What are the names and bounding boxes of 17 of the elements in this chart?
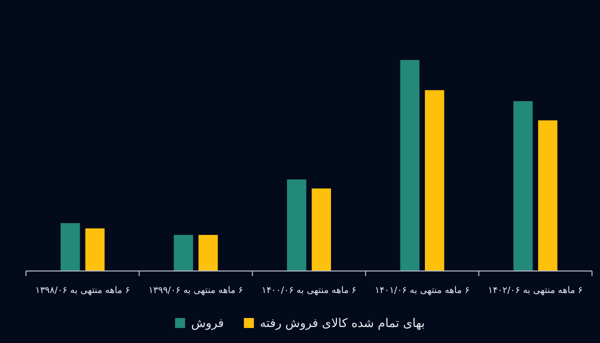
x-tick-label: ۶ ماهه منتهی به ۱۴۰۱/۰۶ bbox=[374, 286, 470, 296]
bar bbox=[513, 101, 533, 271]
bar bbox=[538, 120, 558, 271]
bar bbox=[198, 234, 218, 271]
bar bbox=[424, 90, 444, 271]
x-tick-label: ۶ ماهه منتهی به ۱۳۹۹/۰۶ bbox=[148, 286, 244, 296]
x-tick-label: ۶ ماهه منتهی به ۱۳۹۸/۰۶ bbox=[35, 286, 130, 296]
legend-label: فروش bbox=[191, 316, 224, 330]
bar bbox=[287, 179, 306, 271]
x-tick-label: ۶ ماهه منتهی به ۱۴۰۲/۰۶ bbox=[488, 286, 583, 296]
bar bbox=[85, 228, 105, 271]
bar bbox=[60, 223, 80, 271]
legend-label: بهای تمام شده کالای فروش رفته bbox=[260, 316, 425, 330]
x-tick-label: ۶ ماهه منتهی به ۱۴۰۰/۰۶ bbox=[262, 286, 357, 296]
bar bbox=[312, 188, 331, 271]
bar bbox=[174, 234, 194, 271]
bar bbox=[400, 60, 420, 271]
